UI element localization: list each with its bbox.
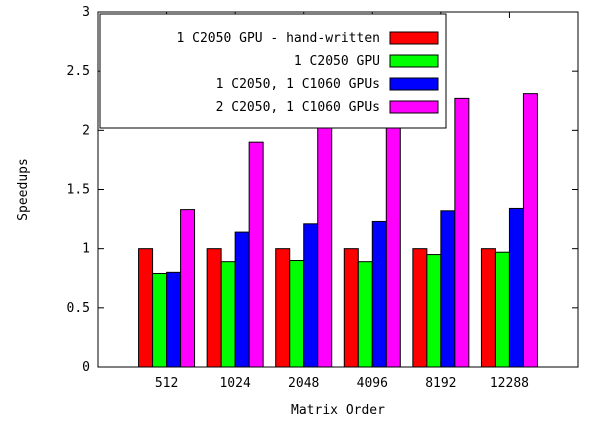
bar-2048-series-2 (303, 223, 319, 368)
legend: 1 C2050 GPU - hand-written 1 C2050 GPU 1 C… (99, 13, 447, 129)
bar-8192-series-3 (454, 97, 470, 368)
bar-12288-series-3 (522, 93, 538, 368)
bar-4096-series-3 (385, 118, 401, 368)
x-tick-label: 1024 (219, 376, 250, 391)
y-tick-label: 1.5 (67, 183, 90, 198)
bar-1024-series-1 (220, 261, 236, 368)
y-tick-label: 1 (82, 242, 90, 257)
legend-label: 2 C2050, 1 C1060 GPUs (216, 100, 380, 115)
legend-swatch (389, 100, 439, 114)
bar-8192-series-2 (440, 210, 456, 368)
bar-12288-series-0 (480, 248, 496, 368)
bar-2048-series-3 (317, 120, 333, 368)
bar-4096-series-0 (343, 248, 359, 368)
x-tick-label: 2048 (288, 376, 319, 391)
bar-4096-series-1 (357, 261, 373, 368)
x-tick-label: 12288 (490, 376, 529, 391)
bar-2048-series-0 (275, 248, 291, 368)
legend-label: 1 C2050 GPU (294, 54, 380, 69)
bar-12288-series-1 (494, 251, 510, 368)
legend-label: 1 C2050, 1 C1060 GPUs (216, 77, 380, 92)
bar-4096-series-2 (371, 220, 387, 368)
y-tick-label: 2.5 (67, 64, 90, 79)
x-axis-label: Matrix Order (291, 403, 385, 418)
y-tick-label: 3 (82, 5, 90, 20)
bar-1024-series-2 (234, 231, 250, 368)
bar-512-series-1 (152, 273, 168, 368)
y-tick-label: 2 (82, 123, 90, 138)
y-axis-label: Speedups (16, 158, 31, 221)
legend-swatch (389, 54, 439, 68)
x-tick-label: 4096 (357, 376, 388, 391)
x-tick-label: 512 (155, 376, 178, 391)
bar-8192-series-0 (412, 248, 428, 368)
bar-12288-series-2 (508, 207, 524, 368)
legend-swatch (389, 31, 439, 45)
bar-1024-series-0 (206, 248, 222, 368)
ticks-layer: 0 0.5 1 1.5 2 2.5 3 512 1024 2048 4096 8192 12288 (67, 5, 578, 391)
y-tick-label: 0 (82, 360, 90, 375)
y-tick-label: 0.5 (67, 301, 90, 316)
bar-512-series-0 (138, 248, 154, 368)
bar-2048-series-1 (289, 260, 305, 368)
legend-swatch (389, 77, 439, 91)
x-tick-label: 8192 (425, 376, 456, 391)
bar-8192-series-1 (426, 254, 442, 368)
bars-layer (138, 93, 538, 368)
bar-512-series-2 (166, 271, 182, 368)
bar-1024-series-3 (248, 141, 264, 368)
legend-label: 1 C2050 GPU - hand-written (177, 31, 381, 46)
legend-box (99, 13, 447, 129)
bar-512-series-3 (180, 209, 196, 368)
